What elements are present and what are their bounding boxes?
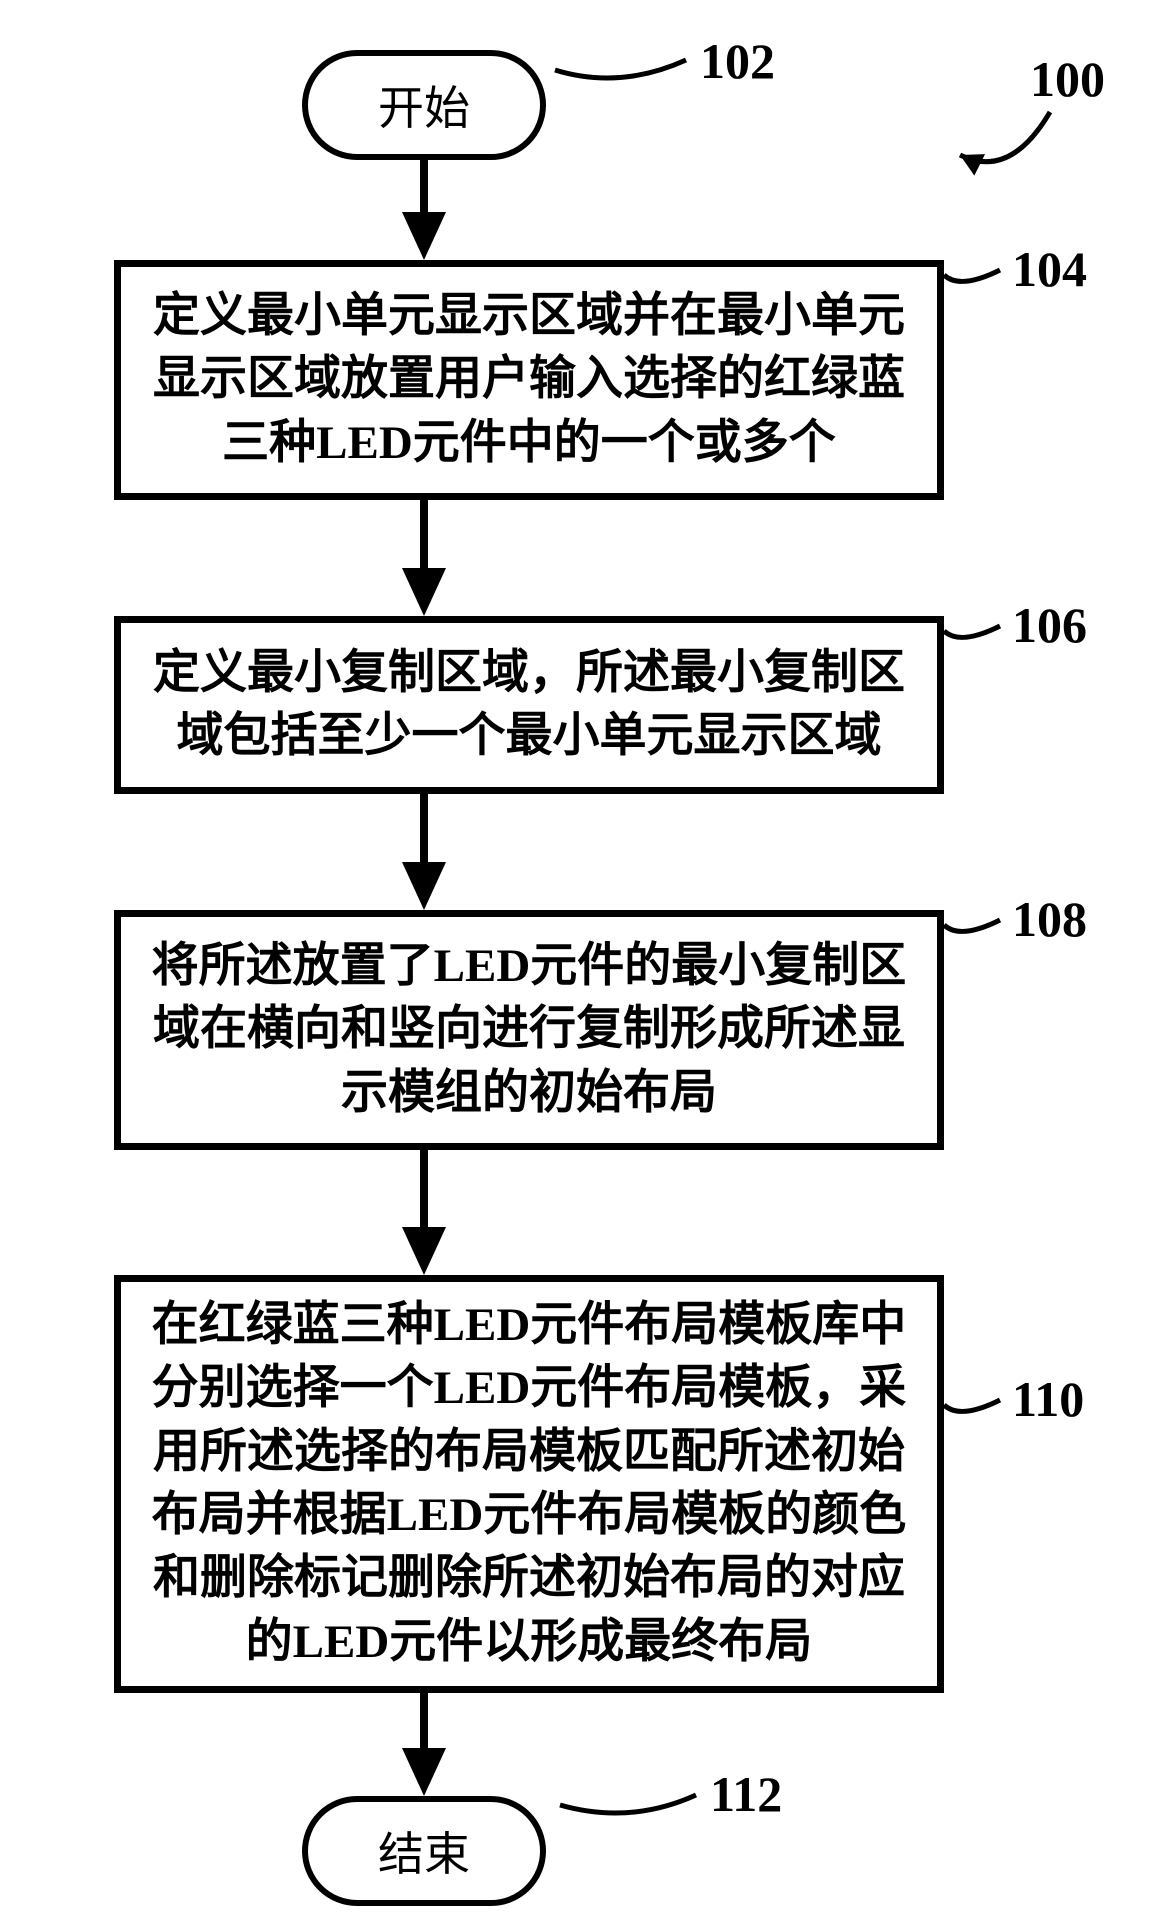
- ref-label-104: 104: [1012, 240, 1087, 298]
- ref-leader-100: [940, 92, 1070, 200]
- ref-label-110: 110: [1012, 1370, 1084, 1428]
- ref-label-106: 106: [1012, 596, 1087, 654]
- flow-node-text: 开始: [378, 72, 470, 138]
- flow-node-n110: 在红绿蓝三种LED元件布局模板库中分别选择一个LED元件布局模板，采用所述选择的…: [114, 1275, 944, 1693]
- flow-node-text: 定义最小复制区域，所述最小复制区域包括至少一个最小单元显示区域: [141, 642, 917, 769]
- flow-arrow: [384, 1150, 464, 1275]
- flow-node-text: 结束: [378, 1818, 470, 1884]
- ref-leader-108: [924, 900, 1020, 960]
- ref-leader-106: [924, 606, 1020, 666]
- flowchart-canvas: 开始定义最小单元显示区域并在最小单元显示区域放置用户输入选择的红绿蓝三种LED元…: [0, 0, 1150, 1926]
- flow-node-n108: 将所述放置了LED元件的最小复制区域在横向和竖向进行复制形成所述显示模组的初始布…: [114, 910, 944, 1150]
- ref-leader-110: [924, 1380, 1020, 1440]
- flow-node-text: 将所述放置了LED元件的最小复制区域在横向和竖向进行复制形成所述显示模组的初始布…: [141, 935, 917, 1125]
- ref-label-108: 108: [1012, 890, 1087, 948]
- ref-label-112: 112: [710, 1765, 782, 1823]
- ref-leader-112: [540, 1775, 716, 1845]
- flow-node-n106: 定义最小复制区域，所述最小复制区域包括至少一个最小单元显示区域: [114, 616, 944, 794]
- flow-arrow: [384, 794, 464, 910]
- flow-arrow: [384, 1693, 464, 1796]
- flow-node-n112: 结束: [302, 1796, 546, 1906]
- ref-label-102: 102: [700, 32, 775, 90]
- flow-arrow: [384, 500, 464, 616]
- flow-node-text: 在红绿蓝三种LED元件布局模板库中分别选择一个LED元件布局模板，采用所述选择的…: [141, 1294, 917, 1675]
- flow-node-n102: 开始: [302, 50, 546, 160]
- ref-leader-102: [535, 40, 706, 110]
- flow-node-text: 定义最小单元显示区域并在最小单元显示区域放置用户输入选择的红绿蓝三种LED元件中…: [141, 285, 917, 475]
- ref-leader-104: [924, 250, 1020, 310]
- flow-arrow: [384, 160, 464, 260]
- flow-node-n104: 定义最小单元显示区域并在最小单元显示区域放置用户输入选择的红绿蓝三种LED元件中…: [114, 260, 944, 500]
